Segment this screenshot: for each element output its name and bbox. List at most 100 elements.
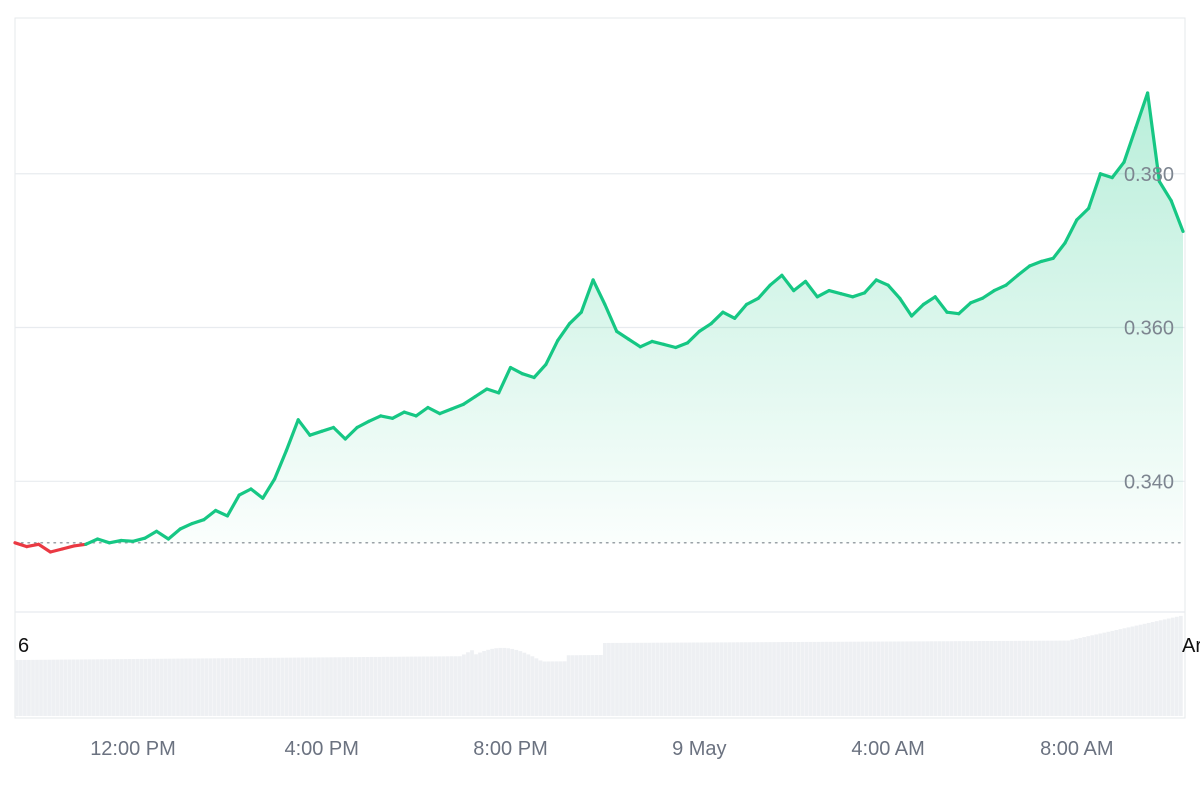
x-tick-label-2: 8:00 PM	[473, 738, 547, 760]
volume-bar	[95, 659, 100, 716]
volume-bar	[901, 641, 905, 716]
volume-bar	[772, 642, 776, 716]
volume-bar	[79, 659, 84, 716]
volume-bar	[490, 648, 494, 716]
volume-bar	[212, 658, 217, 716]
volume-bar	[361, 657, 366, 716]
volume-bar	[478, 652, 482, 716]
volume-bar	[836, 641, 841, 716]
price-line-segment	[744, 296, 760, 307]
price-line-segment	[862, 278, 878, 295]
volume-bar	[558, 661, 563, 716]
volume-bar	[159, 658, 164, 716]
volume-bar	[812, 641, 817, 716]
volume-bar	[913, 641, 917, 716]
volume-bar	[99, 659, 104, 716]
volume-bar	[888, 641, 893, 716]
volume-bar	[325, 657, 329, 716]
volume-bar	[1078, 637, 1083, 716]
volume-bar	[1042, 640, 1046, 716]
volume-bar	[800, 641, 805, 716]
volume-bar	[244, 658, 249, 716]
volume-bar	[1038, 640, 1042, 716]
volume-bar	[752, 642, 756, 716]
volume-bar	[852, 641, 857, 716]
price-line-segment	[178, 521, 194, 531]
volume-bar	[1174, 616, 1179, 716]
volume-bar	[349, 657, 354, 716]
volume-bar	[397, 656, 402, 716]
volume-bar	[872, 641, 877, 716]
volume-bar	[1074, 638, 1078, 716]
volume-bar	[675, 642, 680, 716]
volume-bar	[635, 642, 639, 716]
volume-bar	[1090, 635, 1095, 716]
price-line-segment	[615, 329, 631, 341]
volume-bar	[639, 642, 644, 716]
volume-bar	[329, 657, 333, 716]
price-area	[15, 93, 1183, 543]
volume-bar	[1062, 640, 1066, 716]
chart-frame	[14, 17, 1186, 719]
volume-bar	[1070, 639, 1074, 716]
volume-bar	[35, 659, 39, 716]
volume-bar	[949, 641, 954, 716]
volume-bar	[1130, 626, 1135, 716]
volume-bars	[15, 615, 1183, 716]
volume-bar	[671, 642, 676, 716]
volume-bar	[937, 641, 942, 716]
volume-bar	[764, 642, 768, 716]
volume-bar	[55, 659, 60, 716]
price-line-segment	[155, 529, 170, 541]
volume-bar	[1146, 622, 1151, 716]
volume-bar	[1009, 640, 1014, 716]
volume-bar	[768, 642, 772, 716]
volume-bar	[876, 641, 881, 716]
price-line-segment	[1169, 199, 1185, 233]
volume-bar	[667, 642, 672, 716]
price-line-segment	[839, 292, 855, 299]
price-line-segment	[402, 410, 418, 418]
price-line-segment	[25, 542, 41, 549]
volume-bar	[969, 641, 974, 716]
volume-bar	[619, 642, 623, 716]
volume-bar	[15, 660, 19, 716]
volume-bar	[27, 659, 31, 716]
volume-bar	[703, 642, 708, 716]
volume-bar	[739, 642, 744, 716]
price-line-segment	[497, 365, 513, 395]
volume-bar	[929, 641, 933, 716]
price-line-segment	[1134, 91, 1150, 130]
price-line-segment	[320, 425, 336, 433]
volume-bar	[1162, 619, 1167, 716]
price-line-segment	[284, 418, 300, 453]
volume-bar	[381, 656, 386, 716]
price-line-segment	[579, 278, 595, 314]
price-line-segment	[591, 278, 607, 307]
price-line-segment	[1063, 218, 1079, 245]
volume-bar	[868, 641, 873, 716]
volume-bar	[804, 641, 809, 716]
x-tick-label-0: 12:00 PM	[90, 738, 176, 760]
volume-bar	[87, 659, 92, 716]
volume-bar	[796, 641, 801, 716]
price-line-segment	[308, 429, 324, 437]
price-line-segment	[1039, 256, 1055, 263]
volume-bar	[780, 642, 784, 716]
price-line-segment	[933, 295, 949, 314]
price-line-segment	[1122, 125, 1138, 164]
volume-bar	[828, 641, 833, 716]
volume-bar	[321, 657, 325, 716]
volume-bar	[1114, 630, 1119, 716]
volume-bar	[707, 642, 712, 716]
volume-bar	[59, 659, 64, 716]
volume-bar	[748, 642, 752, 716]
volume-bar	[1134, 625, 1139, 716]
price-line-segment	[556, 322, 572, 343]
volume-bar	[155, 658, 160, 716]
volume-bar	[993, 640, 998, 716]
volume-bar	[1170, 617, 1175, 716]
y-tick-label-1: 0.360	[1124, 318, 1174, 340]
price-line-segment	[473, 387, 489, 399]
volume-bar	[425, 656, 430, 716]
